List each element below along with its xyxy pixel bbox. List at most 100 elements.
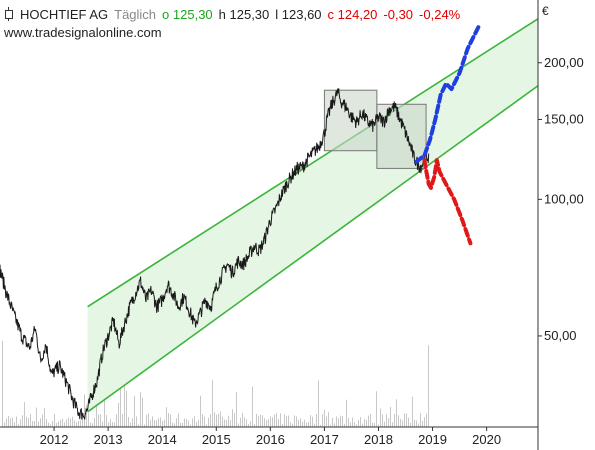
volume-bar [104, 374, 105, 427]
volume-bar [190, 424, 191, 427]
volume-bar [356, 424, 357, 427]
volume-bar [330, 424, 331, 427]
volume-bar [140, 392, 141, 427]
volume-bar [122, 413, 123, 427]
volume-bar [346, 399, 347, 427]
volume-bar [370, 414, 371, 427]
volume-bar [136, 416, 137, 427]
volume-bar [180, 422, 181, 427]
volume-bar [392, 422, 393, 427]
volume-bar [62, 418, 63, 427]
volume-bar [212, 380, 213, 427]
volume-bar [332, 417, 333, 427]
volume-bar [352, 417, 353, 427]
volume-bar [80, 420, 81, 427]
volume-bar [154, 420, 155, 427]
close-price: c 124,20 [327, 6, 378, 22]
volume-bar [82, 414, 83, 427]
volume-bar [116, 414, 117, 427]
volume-bar [204, 416, 205, 427]
channel-upper-line [87, 18, 539, 308]
volume-bar [194, 416, 195, 427]
volume-bar [398, 415, 399, 427]
volume-bar [192, 418, 193, 427]
volume-bar [338, 418, 339, 427]
volume-bar [368, 415, 369, 427]
volume-bar [326, 416, 327, 427]
x-tick-label: 2014 [148, 432, 177, 447]
volume-bar [390, 406, 391, 427]
volume-bar [336, 416, 337, 427]
volume-bar [148, 413, 149, 427]
volume-bar [354, 422, 355, 427]
volume-bar [406, 413, 407, 427]
volume-bar [108, 422, 109, 427]
volume-bar [208, 417, 209, 427]
volume-bar [32, 420, 33, 427]
volume-bar [278, 419, 279, 427]
volume-bar [366, 419, 367, 427]
volume-bar [220, 411, 221, 427]
price-change: -0,30 [383, 6, 414, 22]
x-tick-label: 2013 [94, 432, 123, 447]
currency-symbol: € [542, 4, 549, 18]
volume-bar [28, 418, 29, 427]
volume-bar [76, 421, 77, 427]
volume-bar [210, 414, 211, 427]
volume-bar [42, 414, 43, 427]
volume-bar [280, 413, 281, 427]
volume-bar [226, 419, 227, 427]
volume-bar [4, 422, 5, 427]
volume-bar [14, 422, 15, 427]
volume-bar [230, 420, 231, 427]
volume-bar [34, 421, 35, 427]
volume-bar [420, 413, 421, 427]
volume-bar [132, 418, 133, 427]
volume-bar [218, 413, 219, 427]
volume-bar [294, 415, 295, 427]
volume-bar [376, 391, 377, 427]
volume-bar [408, 417, 409, 427]
volume-bar [248, 424, 249, 427]
volume-bar [164, 419, 165, 427]
open-price: o 125,30 [162, 6, 213, 22]
volume-bar [12, 417, 13, 427]
consolidation-box [376, 103, 427, 169]
volume-bar [46, 418, 47, 427]
volume-bar [128, 416, 129, 427]
volume-bar [182, 423, 183, 427]
volume-bar [402, 420, 403, 427]
volume-bar [380, 408, 381, 427]
volume-bar [384, 421, 385, 427]
volume-bar [344, 423, 345, 427]
volume-bar [196, 422, 197, 427]
volume-bar [26, 416, 27, 427]
volume-bar [216, 414, 217, 427]
volume-bar [112, 422, 113, 427]
volume-bar [410, 422, 411, 427]
volume-bar [202, 414, 203, 427]
volume-bar [404, 413, 405, 427]
volume-bar [68, 417, 69, 427]
volume-bar [40, 418, 41, 427]
x-tick-label: 2020 [472, 432, 501, 447]
volume-bar [66, 419, 67, 427]
volume-bar [102, 421, 103, 427]
volume-bar [254, 423, 255, 427]
volume-bar [234, 413, 235, 427]
volume-bar [222, 416, 223, 427]
volume-bar [372, 422, 373, 427]
volume-bar [22, 415, 23, 427]
volume-bar [418, 423, 419, 427]
volume-bar [290, 422, 291, 427]
price-change-percent: -0,24% [419, 6, 461, 22]
volume-bar [302, 421, 303, 427]
volume-bar [414, 419, 415, 427]
volume-bar [236, 391, 237, 427]
volume-bar [206, 424, 207, 427]
volume-bar [340, 415, 341, 427]
volume-bar [84, 394, 85, 427]
volume-bar [52, 420, 53, 427]
volume-bar [144, 424, 145, 427]
volume-bar [260, 414, 261, 427]
